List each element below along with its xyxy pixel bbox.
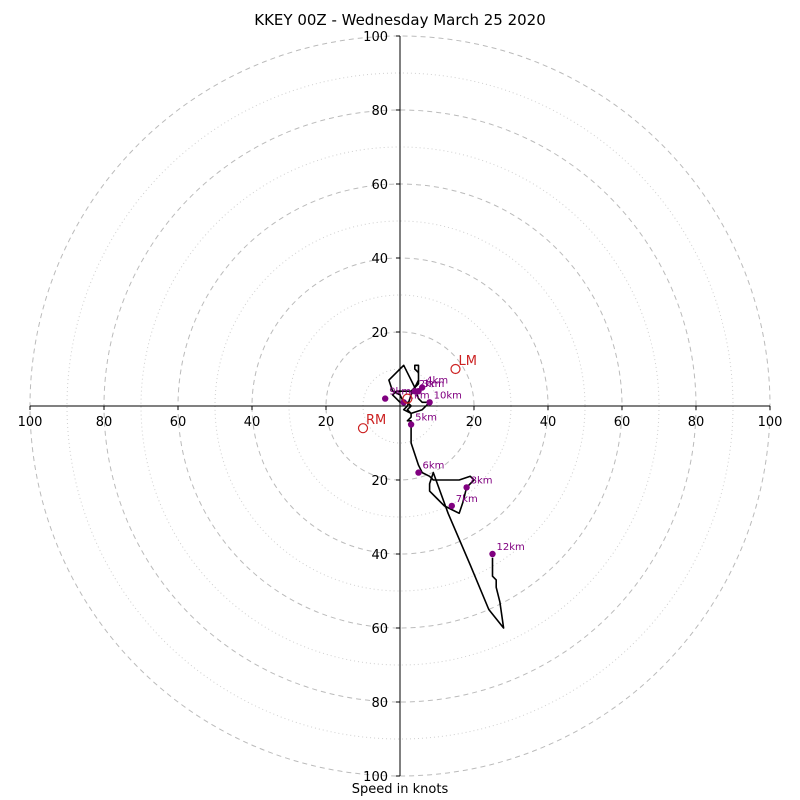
height-marker-dot [426, 399, 433, 406]
tick-labels: 100 80 60 40 20 20 40 60 80 100 100 80 60 40 20 20 40 60 8… [18, 30, 783, 785]
height-marker-dot [489, 550, 496, 558]
x-tick-label: 100 [18, 415, 43, 430]
x-tick-label: 20 [466, 415, 483, 430]
height-marker-dot [407, 421, 415, 428]
y-tick-label: 20 [371, 326, 388, 341]
chart-title: KKEY 00Z - Wednesday March 25 2020 [254, 11, 546, 29]
y-tick-label: 60 [371, 622, 388, 637]
y-tick-label: 100 [363, 770, 388, 785]
height-marker-label: 8km [471, 475, 493, 486]
y-tick-label: 20 [371, 474, 388, 489]
x-tick-label: 80 [96, 415, 113, 430]
height-marker-label: 10km [434, 390, 462, 401]
height-marker-label: 3km [423, 379, 445, 390]
wind-trace-line [388, 364, 505, 629]
storm-motion-circle [357, 423, 369, 434]
height-marker-dot [419, 384, 426, 391]
wind-trace [388, 364, 505, 629]
height-marker-label: 6km [423, 461, 445, 472]
x-tick-label: 40 [540, 415, 557, 430]
height-marker-label: 7km [456, 494, 478, 505]
storm-motion-markers: LM RM [357, 354, 477, 434]
y-tick-label: 60 [371, 178, 388, 193]
x-tick-label: 80 [688, 415, 705, 430]
height-marker-label: 2km [419, 379, 441, 390]
height-marker-label: 5km [415, 413, 437, 424]
height-marker-dot [400, 399, 407, 406]
x-axis-label: Speed in knots [351, 782, 449, 797]
height-marker-label: 9km [389, 387, 411, 398]
height-marker-dot [448, 502, 455, 510]
storm-motion-circle [402, 393, 413, 404]
x-tick-label: 60 [614, 415, 631, 430]
height-marker-dot [415, 469, 422, 476]
height-marker-label: 4km [426, 376, 448, 387]
y-tick-label: 80 [371, 696, 388, 711]
y-tick-label: 40 [371, 252, 388, 267]
storm-motion-label: LM [459, 354, 477, 369]
storm-motion-label: RM [366, 413, 386, 428]
height-marker-label: 1km [408, 390, 430, 401]
y-tick-label: 80 [371, 104, 388, 119]
y-tick-label: 40 [371, 548, 388, 563]
x-tick-label: 20 [318, 415, 335, 430]
axes [30, 36, 770, 776]
storm-motion-circle [450, 363, 461, 375]
height-marker-dot [382, 395, 389, 402]
height-marker-label: 12km [497, 542, 525, 553]
y-tick-label: 100 [363, 30, 388, 45]
height-marker-dot [463, 484, 470, 491]
x-tick-label: 100 [758, 415, 783, 430]
x-tick-label: 60 [170, 415, 187, 430]
x-tick-label: 40 [244, 415, 261, 430]
